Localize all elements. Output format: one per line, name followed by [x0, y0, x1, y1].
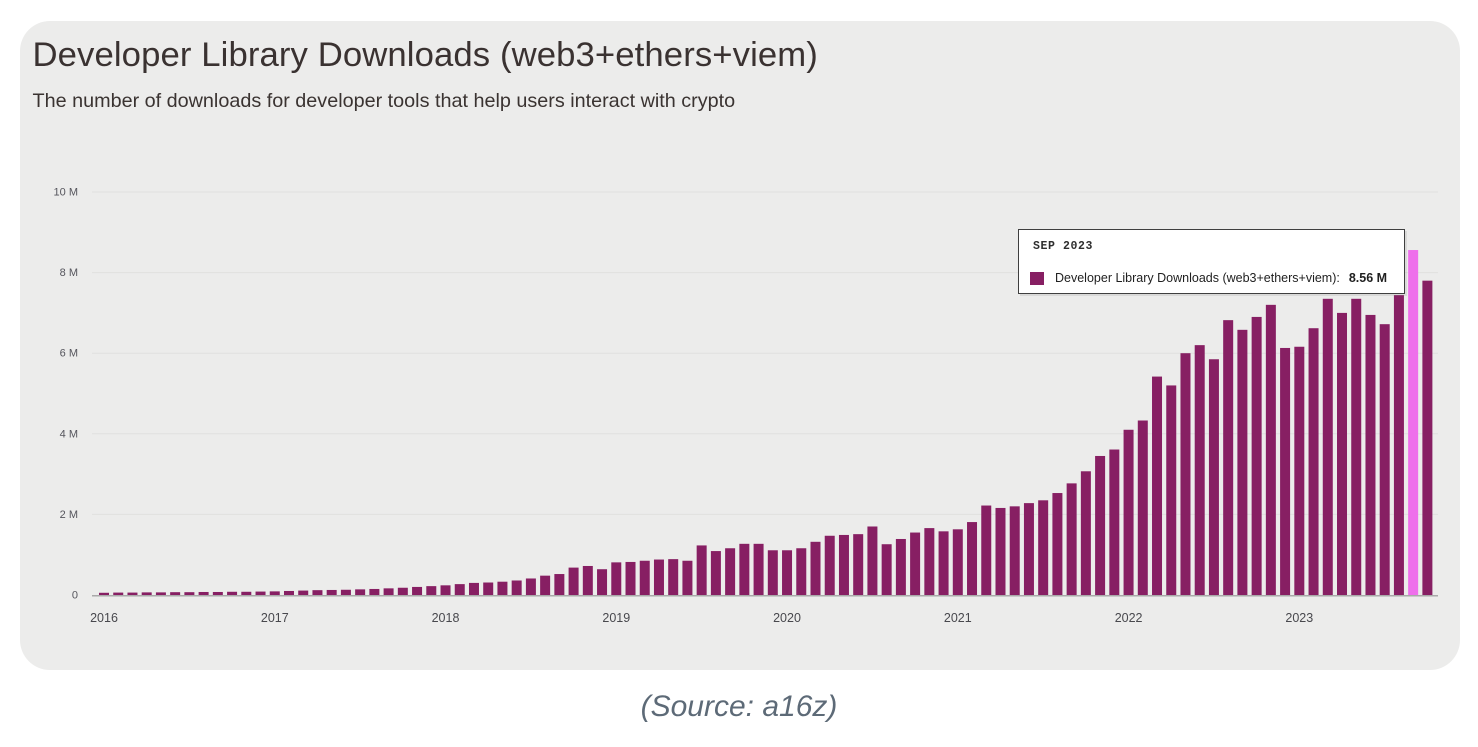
svg-text:4 M: 4 M	[60, 428, 78, 440]
svg-text:2022: 2022	[1115, 611, 1143, 625]
svg-text:2020: 2020	[773, 611, 801, 625]
svg-text:2018: 2018	[432, 611, 460, 625]
svg-text:10 M: 10 M	[54, 187, 78, 199]
svg-text:6 M: 6 M	[60, 348, 78, 360]
svg-text:2016: 2016	[90, 611, 118, 625]
svg-text:2019: 2019	[602, 611, 630, 625]
svg-text:2017: 2017	[261, 611, 289, 625]
svg-text:0: 0	[72, 590, 78, 602]
svg-text:2021: 2021	[944, 611, 972, 625]
svg-text:2 M: 2 M	[60, 509, 78, 521]
svg-text:8 M: 8 M	[60, 267, 78, 279]
svg-text:2023: 2023	[1285, 611, 1313, 625]
